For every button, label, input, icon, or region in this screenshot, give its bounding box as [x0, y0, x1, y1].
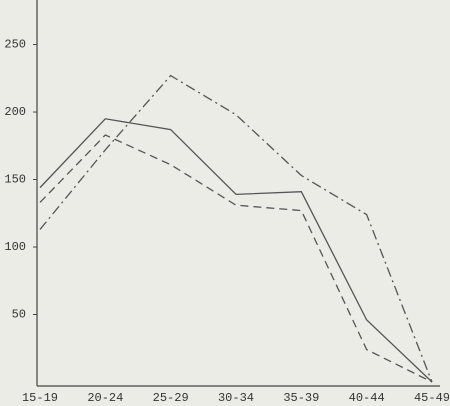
x-tick-label: 45-49 [414, 391, 450, 405]
y-tick-label: 50 [12, 308, 26, 322]
x-tick-label: 30-34 [218, 391, 254, 405]
x-tick-label: 20-24 [87, 391, 123, 405]
y-tick-label: 250 [4, 38, 26, 52]
line [39, 74, 433, 383]
x-tick-label: 25-29 [153, 391, 189, 405]
line [39, 134, 433, 383]
y-tick-label: 150 [4, 173, 26, 187]
line [39, 118, 433, 383]
x-tick-label: 15-19 [22, 391, 58, 405]
x-tick-label: 40-44 [349, 391, 385, 405]
y-tick-label: 100 [4, 240, 26, 254]
y-tick-label: 200 [4, 105, 26, 119]
x-tick-label: 35-39 [283, 391, 319, 405]
